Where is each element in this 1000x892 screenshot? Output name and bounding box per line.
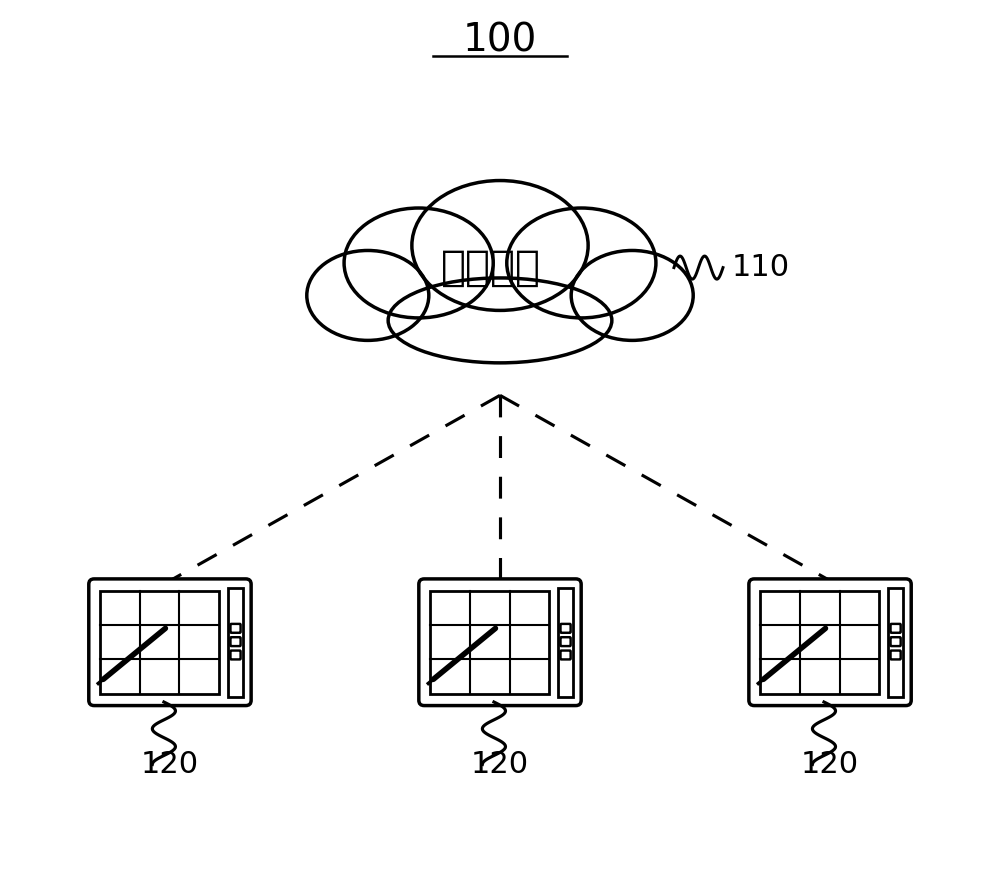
Text: 120: 120 xyxy=(471,750,529,779)
Text: 云服务器: 云服务器 xyxy=(441,246,541,289)
Ellipse shape xyxy=(571,251,693,341)
FancyBboxPatch shape xyxy=(891,650,901,659)
FancyBboxPatch shape xyxy=(419,579,581,706)
FancyBboxPatch shape xyxy=(560,637,571,646)
Ellipse shape xyxy=(388,278,612,363)
FancyBboxPatch shape xyxy=(891,624,901,632)
Text: 100: 100 xyxy=(463,21,537,59)
Ellipse shape xyxy=(307,251,429,341)
FancyBboxPatch shape xyxy=(230,637,241,646)
FancyBboxPatch shape xyxy=(230,624,241,632)
FancyBboxPatch shape xyxy=(560,650,571,659)
Ellipse shape xyxy=(507,208,656,318)
FancyBboxPatch shape xyxy=(560,624,571,632)
FancyBboxPatch shape xyxy=(89,579,251,706)
Text: 120: 120 xyxy=(141,750,199,779)
Text: 120: 120 xyxy=(801,750,859,779)
FancyBboxPatch shape xyxy=(891,637,901,646)
Ellipse shape xyxy=(412,180,588,310)
Bar xyxy=(430,591,549,694)
Bar xyxy=(760,591,879,694)
Bar xyxy=(228,588,243,697)
Bar xyxy=(100,591,219,694)
FancyBboxPatch shape xyxy=(230,650,241,659)
Bar xyxy=(558,588,573,697)
Text: 110: 110 xyxy=(732,253,790,282)
FancyBboxPatch shape xyxy=(749,579,911,706)
Ellipse shape xyxy=(344,208,493,318)
Bar xyxy=(888,588,903,697)
